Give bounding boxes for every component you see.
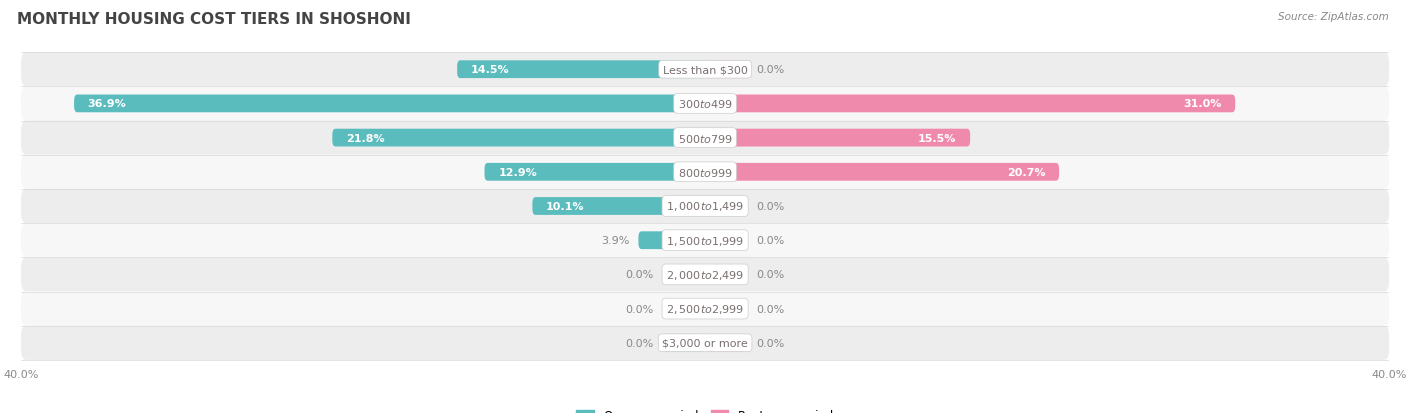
FancyBboxPatch shape: [21, 223, 1389, 258]
Text: $500 to $799: $500 to $799: [678, 132, 733, 144]
FancyBboxPatch shape: [21, 121, 1389, 155]
Text: $300 to $499: $300 to $499: [678, 98, 733, 110]
Text: 10.1%: 10.1%: [546, 202, 585, 211]
Text: $800 to $999: $800 to $999: [678, 166, 733, 178]
Text: 0.0%: 0.0%: [756, 202, 785, 211]
Text: 21.8%: 21.8%: [346, 133, 385, 143]
FancyBboxPatch shape: [706, 61, 748, 79]
FancyBboxPatch shape: [706, 334, 748, 352]
Text: $3,000 or more: $3,000 or more: [662, 338, 748, 348]
Text: 31.0%: 31.0%: [1184, 99, 1222, 109]
FancyBboxPatch shape: [706, 95, 1236, 113]
FancyBboxPatch shape: [21, 292, 1389, 326]
FancyBboxPatch shape: [706, 164, 1059, 181]
Text: 20.7%: 20.7%: [1007, 167, 1046, 177]
FancyBboxPatch shape: [706, 198, 748, 215]
FancyBboxPatch shape: [706, 129, 970, 147]
Text: $1,000 to $1,499: $1,000 to $1,499: [666, 200, 744, 213]
Text: $2,000 to $2,499: $2,000 to $2,499: [666, 268, 744, 281]
Text: 0.0%: 0.0%: [756, 304, 785, 314]
Text: 0.0%: 0.0%: [756, 236, 785, 246]
FancyBboxPatch shape: [662, 300, 706, 318]
FancyBboxPatch shape: [21, 53, 1389, 87]
FancyBboxPatch shape: [485, 164, 706, 181]
Text: 0.0%: 0.0%: [756, 65, 785, 75]
FancyBboxPatch shape: [21, 258, 1389, 292]
FancyBboxPatch shape: [21, 326, 1389, 360]
FancyBboxPatch shape: [638, 232, 706, 249]
FancyBboxPatch shape: [706, 232, 748, 249]
Text: 0.0%: 0.0%: [626, 304, 654, 314]
FancyBboxPatch shape: [457, 61, 706, 79]
FancyBboxPatch shape: [533, 198, 706, 215]
Text: 0.0%: 0.0%: [756, 338, 785, 348]
Text: $2,500 to $2,999: $2,500 to $2,999: [666, 302, 744, 316]
Text: 36.9%: 36.9%: [87, 99, 127, 109]
FancyBboxPatch shape: [21, 190, 1389, 223]
FancyBboxPatch shape: [662, 334, 706, 352]
Text: Less than $300: Less than $300: [662, 65, 748, 75]
Text: $1,500 to $1,999: $1,500 to $1,999: [666, 234, 744, 247]
FancyBboxPatch shape: [21, 87, 1389, 121]
FancyBboxPatch shape: [706, 266, 748, 284]
FancyBboxPatch shape: [75, 95, 706, 113]
Text: 12.9%: 12.9%: [498, 167, 537, 177]
Legend: Owner-occupied, Renter-occupied: Owner-occupied, Renter-occupied: [571, 404, 839, 413]
Text: 0.0%: 0.0%: [626, 270, 654, 280]
FancyBboxPatch shape: [21, 155, 1389, 190]
Text: 3.9%: 3.9%: [602, 236, 630, 246]
FancyBboxPatch shape: [332, 129, 706, 147]
Text: 14.5%: 14.5%: [471, 65, 509, 75]
Text: 0.0%: 0.0%: [626, 338, 654, 348]
Text: 15.5%: 15.5%: [918, 133, 956, 143]
Text: 0.0%: 0.0%: [756, 270, 785, 280]
Text: Source: ZipAtlas.com: Source: ZipAtlas.com: [1278, 12, 1389, 22]
FancyBboxPatch shape: [706, 300, 748, 318]
FancyBboxPatch shape: [662, 266, 706, 284]
Text: MONTHLY HOUSING COST TIERS IN SHOSHONI: MONTHLY HOUSING COST TIERS IN SHOSHONI: [17, 12, 411, 27]
